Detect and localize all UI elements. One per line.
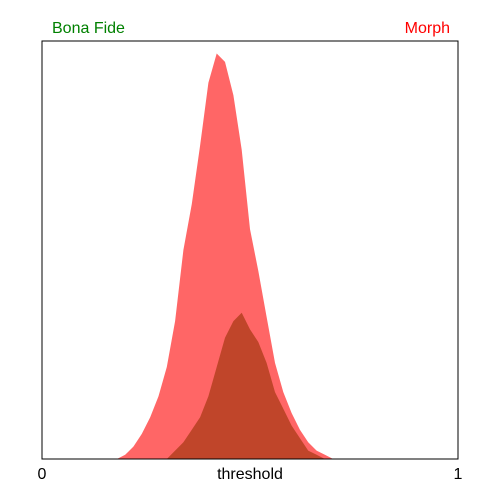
series-area-morph [116,53,350,459]
legend-label-morph: Morph [405,20,450,37]
legend-label-bona-fide: Bona Fide [52,20,125,37]
plot-frame [41,40,459,460]
series-layer [116,53,350,459]
x-tick-label-min: 0 [38,466,47,483]
x-tick-label-max: 1 [454,466,463,483]
series-area-bona-fide [166,312,334,459]
x-axis-label: threshold [217,466,283,483]
